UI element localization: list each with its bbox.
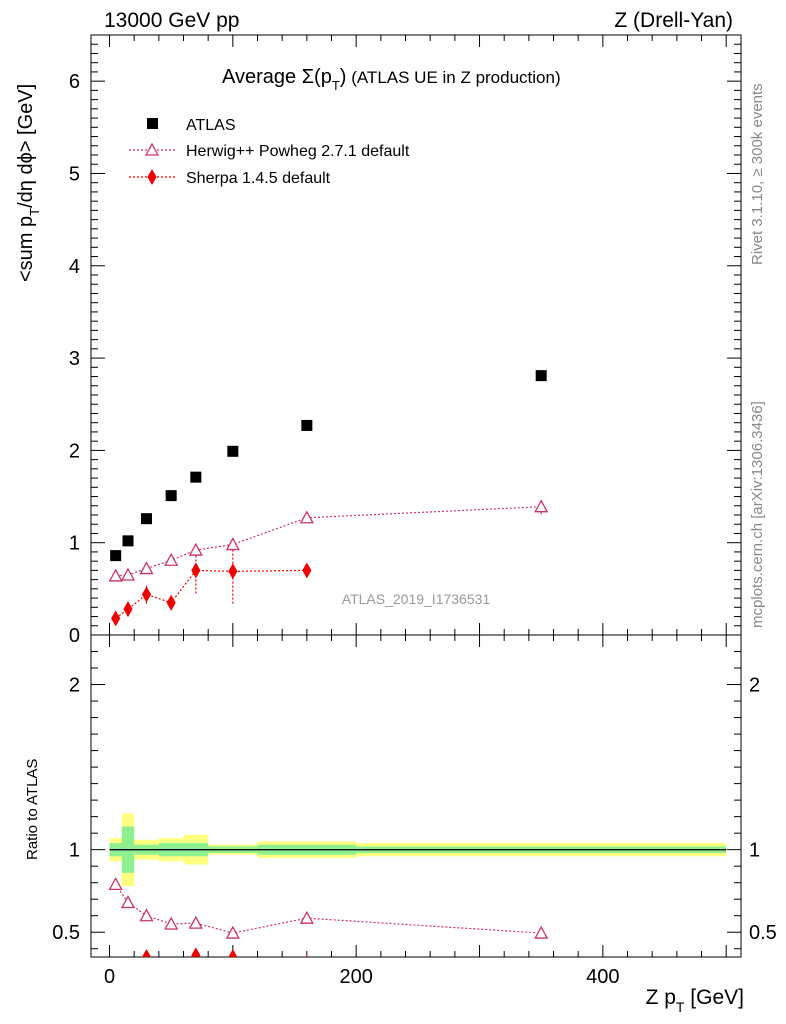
- rivet-version-text: Rivet 3.1.10, ≥ 300k events: [749, 83, 766, 265]
- header-left: 13000 GeV pp: [104, 9, 239, 32]
- plot-title-prefix: Average: [222, 66, 302, 88]
- sherpa-ratio-point-6: [306, 955, 308, 957]
- atlas-main-point-6: [301, 419, 313, 431]
- legend-marker-atlas: [147, 118, 158, 129]
- sherpa-ratio-point-3: [167, 970, 175, 984]
- legend-label-herwig: Herwig++ Powheg 2.7.1 default: [186, 143, 410, 160]
- legend-label-atlas: ATLAS: [186, 117, 236, 134]
- ratio-y-tick-label-right-1: 1: [749, 840, 760, 862]
- herwig-ratio-point-6: [299, 910, 314, 924]
- axis-tick-labels: 0 200 400 0 1 2 3 4 5 6 0.5 0.5 1 1 2 2: [52, 71, 777, 988]
- sherpa-ratio-point-2: [141, 948, 152, 957]
- atlas-main-point-7: [535, 370, 547, 382]
- herwig-main-point-1: [120, 567, 136, 581]
- herwig-ratio-point-5: [225, 925, 240, 939]
- mcplots-reference-text: mcplots.cern.ch [arXiv:1306.3436]: [749, 401, 766, 628]
- axis-ticks: [91, 34, 741, 957]
- legend-label-sherpa: Sherpa 1.4.5 default: [186, 170, 331, 187]
- main-y-tick-label-6: 6: [69, 71, 80, 93]
- x-axis-label-part1: Z p: [646, 986, 676, 1009]
- herwig-main-point-0: [108, 568, 123, 582]
- legend-marker-herwig: [144, 142, 160, 156]
- header-right: Z (Drell-Yan): [614, 9, 733, 32]
- herwig-ratio-point-0: [108, 876, 123, 890]
- herwig-main-point-7: [534, 499, 549, 513]
- ratio-y-axis-label: Ratio to ATLAS: [24, 759, 41, 860]
- main-y-axis-label-sub: T: [27, 208, 42, 216]
- herwig-ratio-point-3: [164, 916, 179, 930]
- x-tick-label-2: 400: [586, 966, 619, 988]
- x-tick-label-1: 200: [339, 966, 372, 988]
- herwig-main-point-4: [188, 542, 203, 556]
- main-y-tick-label-0: 0: [69, 625, 80, 647]
- atlas-main-point-2: [141, 513, 153, 525]
- herwig-ratio-point-7: [534, 925, 549, 939]
- x-axis-label-sub: T: [676, 999, 685, 1015]
- main-y-tick-label-4: 4: [69, 256, 80, 278]
- herwig-ratio-point-1: [120, 895, 136, 909]
- sherpa-ratio-point-4: [191, 947, 201, 957]
- plot-title-close: ): [340, 66, 347, 88]
- main-y-axis-label-part1: <sum p: [15, 216, 37, 282]
- sherpa-ratio-group: [124, 947, 308, 984]
- sherpa-main-point-1: [123, 601, 133, 618]
- sherpa-main-point-2: [141, 586, 152, 603]
- x-axis-label-part2: [GeV]: [684, 986, 744, 1009]
- x-tick-label-0: 0: [104, 966, 115, 988]
- main-y-axis-label-part2: /dη dϕ> [GeV]: [15, 84, 37, 208]
- main-y-tick-label-2: 2: [69, 440, 80, 462]
- herwig-ratio-point-4: [188, 915, 203, 929]
- herwig-main-point-2: [139, 561, 154, 575]
- atlas-main-point-3: [165, 490, 177, 502]
- legend: ATLAS Herwig++ Powheg 2.7.1 default Sher…: [129, 117, 410, 187]
- herwig-main-line: [115, 506, 542, 577]
- sherpa-ratio-point-5: [228, 948, 238, 957]
- herwig-main-point-3: [164, 552, 179, 566]
- ratio-y-tick-label-left-2: 2: [69, 675, 80, 697]
- sherpa-main-point-6: [302, 562, 312, 579]
- plot-title-suffix: (ATLAS UE in Z production): [346, 68, 560, 87]
- ratio-y-tick-label-right-2: 2: [749, 675, 760, 697]
- herwig-main-point-6: [299, 510, 314, 524]
- herwig-ratio-point-2: [139, 908, 154, 922]
- data-marks: [108, 370, 549, 984]
- ratio-y-tick-label-left-1: 1: [69, 840, 80, 862]
- plot-title-sub: T: [332, 78, 340, 93]
- analysis-watermark: ATLAS_2019_I1736531: [342, 591, 491, 607]
- main-y-tick-label-5: 5: [69, 163, 80, 185]
- atlas-main-point-4: [190, 471, 202, 483]
- herwig-ratio-line: [115, 884, 542, 934]
- x-axis-label: Z pT [GeV]: [646, 986, 744, 1015]
- ratio-y-tick-label-left-0: 0.5: [52, 922, 80, 944]
- plot-title-sigma: Σ(p: [302, 66, 332, 88]
- ratio-y-tick-label-right-0: 0.5: [749, 922, 777, 944]
- legend-marker-sherpa: [147, 168, 157, 186]
- sherpa-main-point-3: [166, 594, 176, 611]
- herwig-main-point-5: [225, 537, 240, 551]
- sherpa-main-point-4: [191, 562, 201, 579]
- sherpa-main-point-0: [111, 610, 121, 627]
- sherpa-main-point-5: [228, 563, 238, 580]
- atlas-main-point-1: [122, 535, 134, 547]
- main-y-tick-label-1: 1: [69, 533, 80, 555]
- ratio-panel-frame: [90, 634, 742, 958]
- plot-title: Average Σ(pT) (ATLAS UE in Z production): [222, 66, 561, 93]
- main-y-tick-label-3: 3: [69, 348, 80, 370]
- main-y-axis-label: <sum pT/dη dϕ> [GeV]: [15, 84, 42, 282]
- sherpa-ratio-point-1: [124, 963, 132, 977]
- atlas-main-point-0: [110, 550, 122, 562]
- atlas-main-point-5: [227, 445, 239, 457]
